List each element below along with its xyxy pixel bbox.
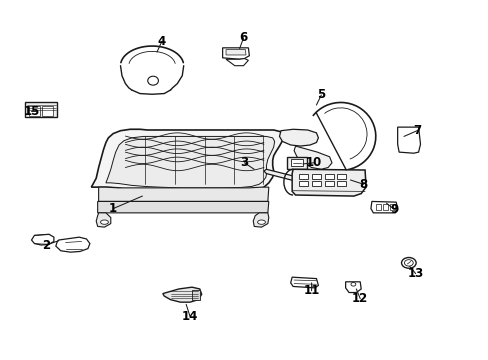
Text: 14: 14 — [182, 310, 198, 323]
Ellipse shape — [401, 257, 415, 268]
Ellipse shape — [350, 283, 355, 286]
Polygon shape — [293, 146, 331, 169]
Ellipse shape — [257, 220, 265, 224]
Polygon shape — [279, 129, 318, 146]
Polygon shape — [163, 287, 201, 302]
Bar — [287, 157, 306, 168]
Ellipse shape — [147, 76, 158, 85]
Bar — [29, 107, 40, 116]
Text: 12: 12 — [351, 292, 367, 305]
Bar — [42, 107, 53, 116]
Polygon shape — [225, 50, 245, 55]
Polygon shape — [290, 277, 318, 288]
Text: 1: 1 — [109, 202, 117, 215]
Polygon shape — [253, 213, 268, 227]
Text: 5: 5 — [317, 89, 325, 102]
Polygon shape — [222, 48, 249, 59]
Text: 8: 8 — [359, 178, 367, 191]
Polygon shape — [370, 202, 397, 213]
Text: 6: 6 — [239, 31, 247, 44]
Bar — [325, 181, 333, 186]
Polygon shape — [345, 282, 361, 293]
Text: 2: 2 — [42, 239, 50, 252]
Bar — [299, 174, 307, 179]
Bar — [290, 159, 303, 166]
Polygon shape — [31, 234, 54, 245]
Bar — [389, 204, 394, 210]
Text: 11: 11 — [303, 284, 319, 297]
Bar — [25, 102, 57, 117]
Polygon shape — [56, 237, 90, 252]
Text: 15: 15 — [23, 105, 40, 118]
Bar — [337, 174, 346, 179]
Bar — [192, 290, 199, 300]
Polygon shape — [397, 127, 420, 153]
Bar — [325, 174, 333, 179]
Bar — [337, 181, 346, 186]
Polygon shape — [99, 187, 268, 202]
Text: 4: 4 — [158, 35, 165, 48]
Bar — [311, 174, 320, 179]
Polygon shape — [98, 202, 268, 213]
Polygon shape — [91, 129, 283, 193]
Bar — [375, 204, 380, 210]
Polygon shape — [264, 169, 331, 190]
Text: 7: 7 — [412, 124, 420, 137]
Ellipse shape — [404, 260, 412, 266]
Bar — [299, 181, 307, 186]
Text: 9: 9 — [389, 203, 398, 216]
Polygon shape — [291, 169, 366, 196]
Bar — [382, 204, 387, 210]
Polygon shape — [96, 213, 111, 227]
Polygon shape — [225, 59, 248, 66]
Bar — [311, 181, 320, 186]
Ellipse shape — [101, 220, 108, 224]
Text: 13: 13 — [407, 267, 423, 280]
Text: 10: 10 — [305, 156, 321, 169]
Polygon shape — [106, 136, 274, 188]
Text: 3: 3 — [240, 156, 248, 169]
